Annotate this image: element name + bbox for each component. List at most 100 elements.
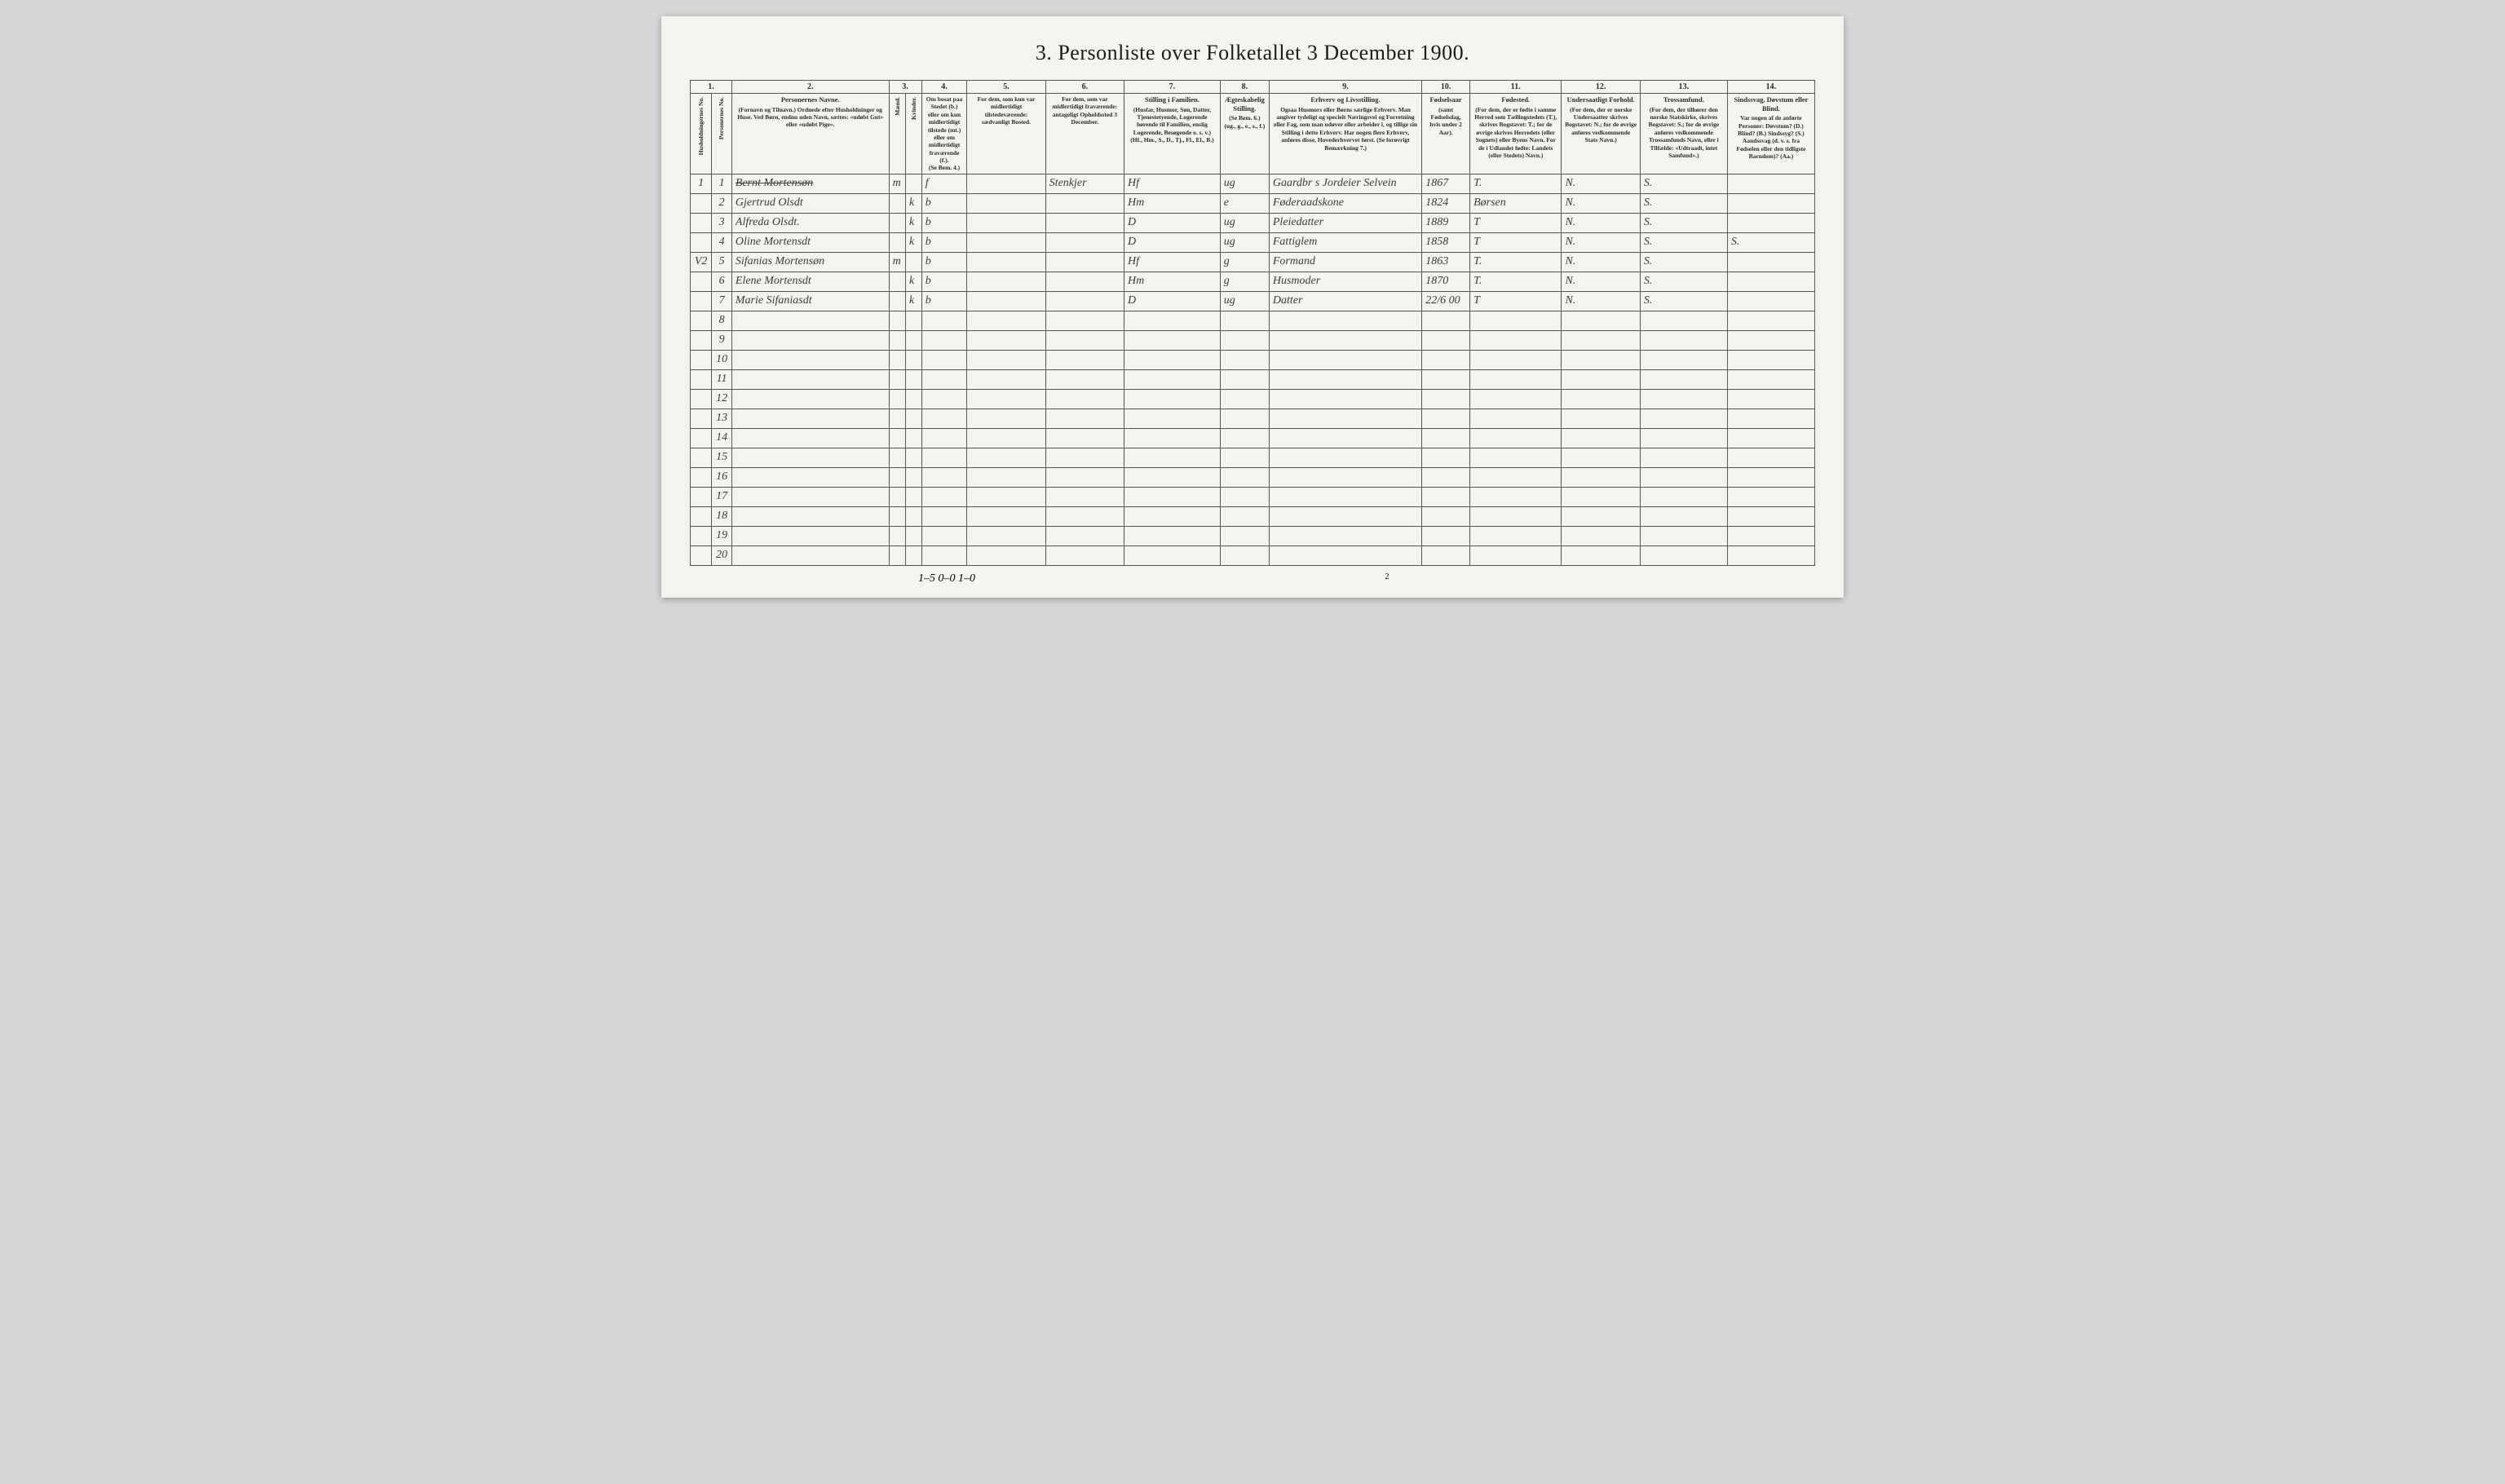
- cell-religion: S.: [1640, 174, 1727, 193]
- cell-empty: [921, 467, 967, 487]
- table-row-empty: 14: [691, 428, 1815, 448]
- cell-household-no: [691, 193, 712, 213]
- cell-sex-k: k: [906, 213, 922, 232]
- cell-empty: [1470, 428, 1562, 448]
- cell-birthplace: T.: [1470, 174, 1562, 193]
- cell-nationality: N.: [1562, 213, 1640, 232]
- cell-empty: [1562, 369, 1640, 389]
- cell-empty: [1562, 350, 1640, 369]
- cell-empty: [731, 350, 889, 369]
- cell-empty: [1269, 448, 1421, 467]
- cell-empty: 20: [712, 545, 732, 565]
- cell-empty: [1045, 409, 1124, 428]
- cell-empty: [906, 467, 922, 487]
- cell-empty: [967, 506, 1045, 526]
- cell-empty: [1269, 330, 1421, 350]
- cell-religion: S.: [1640, 291, 1727, 311]
- cell-temp-present: [967, 291, 1045, 311]
- cell-temp-present: [967, 232, 1045, 252]
- cell-birth-year: 1889: [1422, 213, 1470, 232]
- cell-empty: [691, 428, 712, 448]
- table-row-empty: 17: [691, 487, 1815, 506]
- cell-household-no: 1: [691, 174, 712, 193]
- cell-birthplace: T: [1470, 232, 1562, 252]
- col-num-5: 5.: [967, 81, 1045, 94]
- header-sex-m: Mænd.: [889, 94, 905, 174]
- cell-empty: [1640, 350, 1727, 369]
- cell-birth-year: 1863: [1422, 252, 1470, 272]
- cell-occupation: Gaardbr s Jordeier Selvein: [1269, 174, 1421, 193]
- cell-empty: [1562, 506, 1640, 526]
- header-nationality: Undersaatligt Forhold. (For dem, der er …: [1562, 94, 1640, 174]
- table-row-empty: 16: [691, 467, 1815, 487]
- cell-occupation: Husmoder: [1269, 272, 1421, 291]
- cell-empty: [1045, 545, 1124, 565]
- header-residence: Om bosat paa Stedet (b.) eller om kun mi…: [921, 94, 967, 174]
- table-row: 7Marie SifaniasdtkbDugDatter22/6 00TN.S.: [691, 291, 1815, 311]
- cell-empty: [906, 506, 922, 526]
- col-num-9: 9.: [1269, 81, 1421, 94]
- header-family-position: Stilling i Familien. (Husfar, Husmor, Sø…: [1124, 94, 1221, 174]
- cell-temp-absent: [1045, 193, 1124, 213]
- cell-empty: [1562, 448, 1640, 467]
- cell-empty: [906, 369, 922, 389]
- cell-disability: [1727, 193, 1814, 213]
- cell-empty: [1562, 311, 1640, 330]
- cell-empty: [1422, 487, 1470, 506]
- cell-empty: [1562, 409, 1640, 428]
- cell-disability: [1727, 213, 1814, 232]
- cell-temp-present: [967, 213, 1045, 232]
- cell-empty: [1124, 428, 1221, 448]
- cell-empty: [1269, 467, 1421, 487]
- cell-empty: [731, 526, 889, 545]
- page-title: 3. Personliste over Folketallet 3 Decemb…: [690, 41, 1815, 65]
- cell-sex-k: [906, 252, 922, 272]
- cell-empty: [1727, 369, 1814, 389]
- cell-empty: [1727, 448, 1814, 467]
- cell-birth-year: 1858: [1422, 232, 1470, 252]
- cell-empty: [1269, 389, 1421, 409]
- cell-empty: [731, 487, 889, 506]
- cell-empty: [1640, 369, 1727, 389]
- cell-empty: [967, 428, 1045, 448]
- cell-disability: [1727, 174, 1814, 193]
- cell-empty: [1422, 428, 1470, 448]
- cell-residence: f: [921, 174, 967, 193]
- cell-empty: [889, 350, 905, 369]
- cell-empty: [921, 545, 967, 565]
- cell-household-no: [691, 272, 712, 291]
- cell-empty: [1220, 330, 1269, 350]
- cell-empty: [1470, 330, 1562, 350]
- cell-empty: [1727, 311, 1814, 330]
- cell-sex-m: m: [889, 174, 905, 193]
- cell-residence: b: [921, 291, 967, 311]
- cell-empty: [906, 545, 922, 565]
- cell-birthplace: T: [1470, 213, 1562, 232]
- cell-empty: [731, 409, 889, 428]
- cell-sex-k: k: [906, 272, 922, 291]
- cell-sex-m: [889, 213, 905, 232]
- cell-empty: [1220, 487, 1269, 506]
- cell-temp-present: [967, 174, 1045, 193]
- cell-empty: [1220, 350, 1269, 369]
- table-row: 11Bernt MortensønmfStenkjerHfugGaardbr s…: [691, 174, 1815, 193]
- table-row: V25Sifanias MortensønmbHfgFormand1863T.N…: [691, 252, 1815, 272]
- cell-empty: [1124, 487, 1221, 506]
- cell-empty: [1269, 428, 1421, 448]
- cell-nationality: N.: [1562, 174, 1640, 193]
- cell-empty: [967, 409, 1045, 428]
- cell-nationality: N.: [1562, 272, 1640, 291]
- cell-temp-absent: [1045, 272, 1124, 291]
- table-row: 3Alfreda Olsdt.kbDugPleiedatter1889TN.S.: [691, 213, 1815, 232]
- cell-empty: [1045, 526, 1124, 545]
- cell-empty: [691, 545, 712, 565]
- cell-birth-year: 1870: [1422, 272, 1470, 291]
- cell-birth-year: 22/6 00: [1422, 291, 1470, 311]
- cell-person-no: 6: [712, 272, 732, 291]
- col-num-6: 6.: [1045, 81, 1124, 94]
- cell-sex-m: [889, 193, 905, 213]
- cell-empty: [1045, 506, 1124, 526]
- cell-sex-m: [889, 272, 905, 291]
- table-row-empty: 11: [691, 369, 1815, 389]
- cell-empty: [1640, 428, 1727, 448]
